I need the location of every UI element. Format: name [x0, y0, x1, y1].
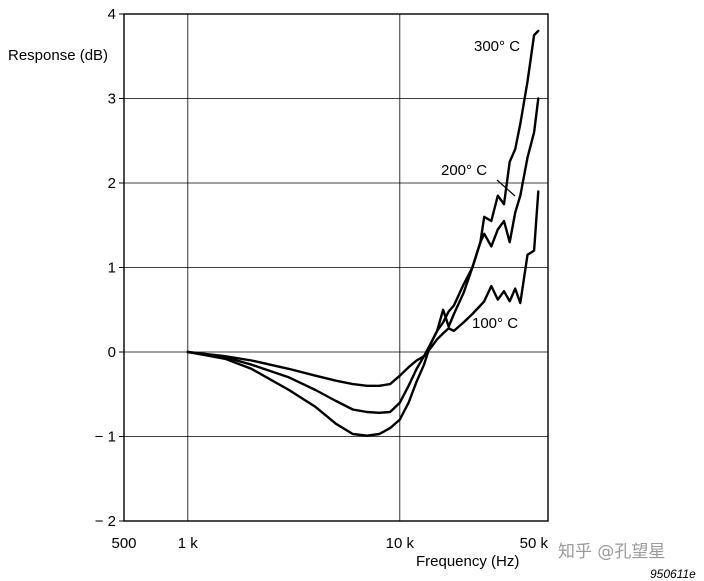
x-tick-label-2: 10 k: [386, 535, 415, 552]
y-axis-label: Response (dB): [8, 47, 108, 64]
series-line-1: [186, 97, 540, 414]
x-tick-label-0: 500: [111, 535, 136, 552]
annotation-300c: 300° C: [474, 38, 520, 55]
series-line-0: [186, 190, 540, 387]
y-tick-label-0: 4: [108, 6, 116, 23]
x-tick-label-1: 1 k: [178, 535, 199, 552]
annotation-200c-leader: [496, 179, 516, 197]
annotation-200c: 200° C: [441, 162, 487, 179]
y-tick-label-6: − 2: [95, 513, 116, 530]
y-tick-label-1: 3: [108, 91, 116, 108]
figure-id: 950611e: [650, 567, 696, 581]
y-tick-labels: 4 3 2 1 0 − 1 − 2: [95, 6, 124, 530]
y-tick-label-4: 0: [108, 344, 116, 361]
annotation-100c: 100° C: [472, 315, 518, 332]
grid-lines: [124, 14, 548, 521]
series-line-2: [186, 29, 540, 437]
series-lines: [186, 29, 540, 437]
x-tick-label-3: 50 k: [520, 535, 549, 552]
y-tick-label-3: 1: [108, 260, 116, 277]
y-tick-label-2: 2: [108, 175, 116, 192]
y-tick-label-5: − 1: [95, 429, 116, 446]
x-axis-label: Frequency (Hz): [416, 553, 519, 570]
x-tick-labels: 500 1 k 10 k 50 k: [111, 535, 548, 552]
watermark-text: 知乎 @孔望星: [558, 542, 665, 562]
